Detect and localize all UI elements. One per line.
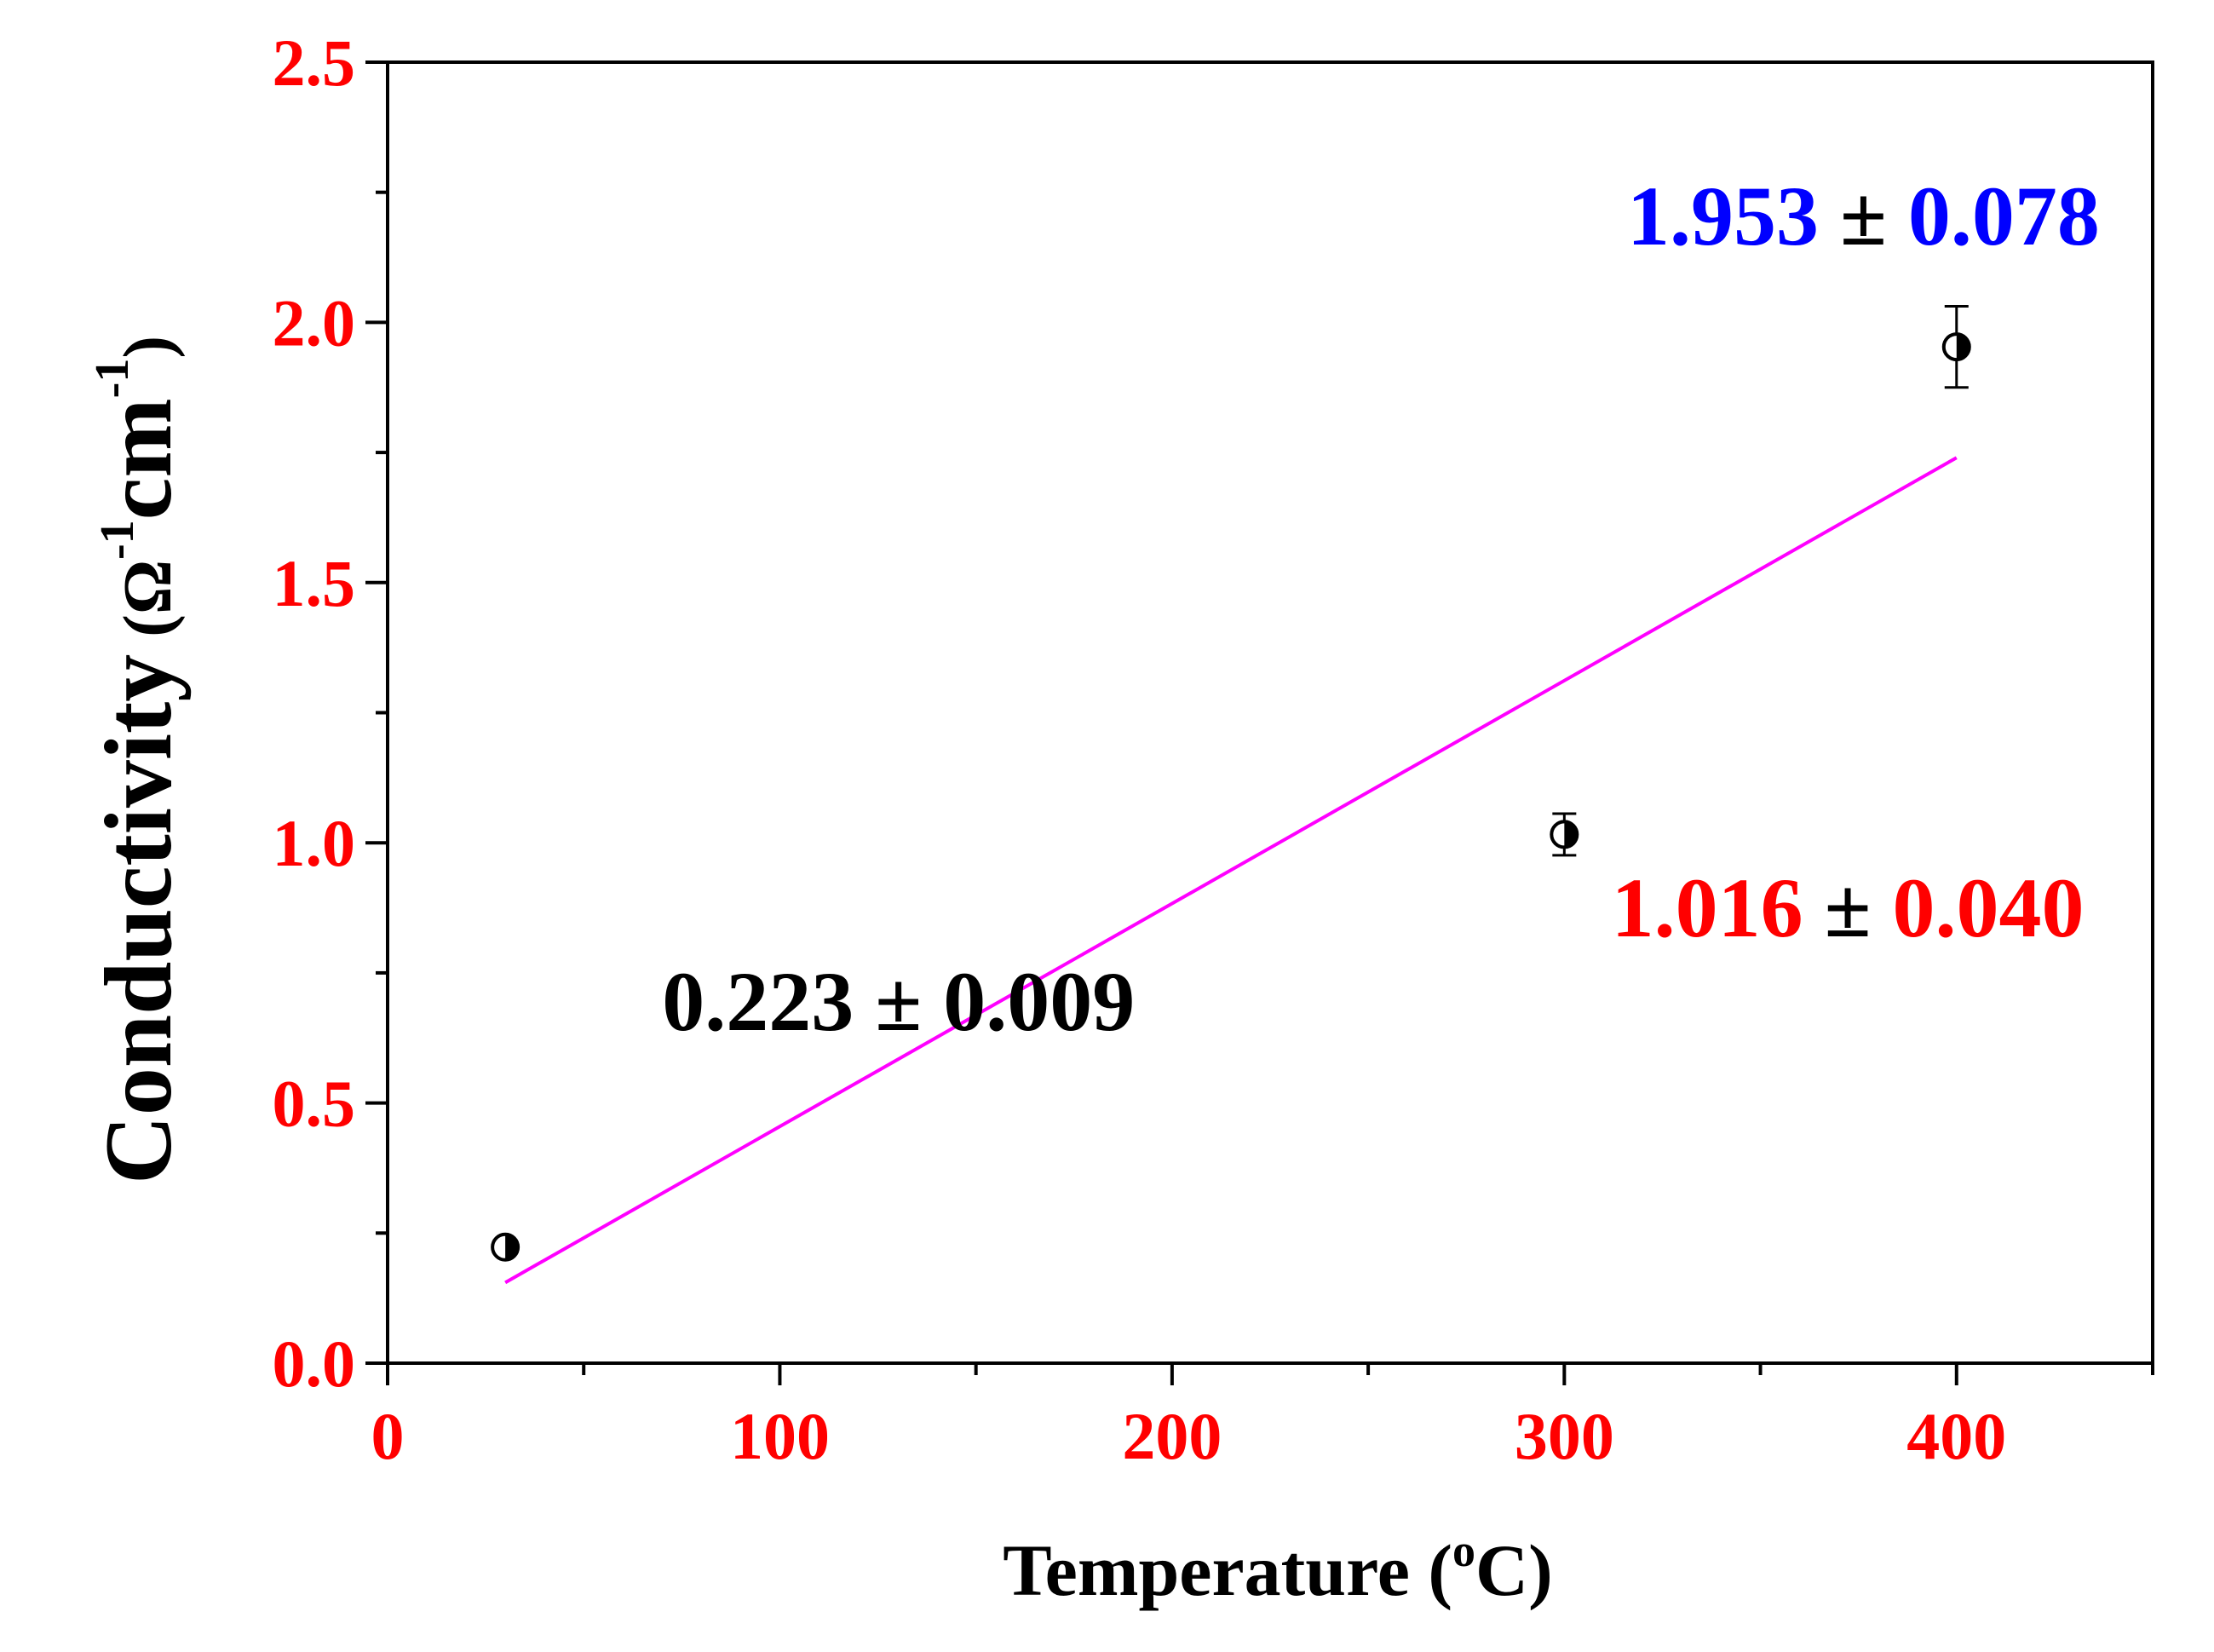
y-axis-title: Conductivity (Ω-1cm-1) [86,336,192,1184]
x-tick-label: 200 [1122,1399,1222,1473]
data-points [491,304,1971,1262]
value-annotation: 0.223 ± 0.009 [662,954,1135,1049]
marker-half-fill [505,1234,519,1260]
x-tick-label: 300 [1515,1399,1614,1473]
annotation-value: 1.016 [1612,861,1803,955]
y-tick-label: 1.5 [273,546,356,620]
annotation-value: 0.223 [662,954,854,1049]
annotations: 0.223 ± 0.009 1.016 ± 0.040 1.953 ± 0.078 [662,169,2100,1049]
data-point [491,1232,520,1262]
x-tick-label: 400 [1906,1399,2006,1473]
data-point [1550,812,1579,857]
x-tick-label: 0 [371,1399,405,1473]
y-tick-label: 2.5 [273,26,356,100]
value-annotation: 1.016 ± 0.040 [1612,861,2085,955]
x-axis-title: Temperature (oC) [1003,1525,1553,1611]
annotation-error: 0.040 [1892,861,2084,955]
y-axis-unit-exp1: -1 [91,520,144,560]
y-axis-unit-omega: Ω [111,560,186,614]
y-tick-label: 1.0 [273,806,356,880]
annotation-plus-minus: ± [854,954,943,1049]
annotation-plus-minus: ± [1803,861,1893,955]
marker-half-fill [1956,334,1970,360]
x-axis-unit-sup: o [1452,1525,1475,1576]
data-point [1941,304,1971,389]
annotation-error: 0.009 [943,954,1135,1049]
fit-line [504,456,1958,1285]
y-axis-unit-cm: cm [86,398,192,520]
y-tick-label: 2.0 [273,285,356,360]
annotation-value: 1.953 [1627,169,1819,263]
x-tick-label: 100 [730,1399,830,1473]
ticks: 0 100 200 300 400 0.0 0.5 1.0 1.5 2.0 2.5 [273,26,2154,1473]
x-axis-title-text: Temperature [1003,1529,1410,1611]
value-annotation: 1.953 ± 0.078 [1627,169,2100,263]
y-axis-title-text: Conductivity [86,654,192,1184]
annotation-plus-minus: ± [1819,169,1908,263]
annotation-error: 0.078 [1908,169,2100,263]
y-axis-unit-exp2: -1 [86,359,139,399]
fit-line-group [504,456,1958,1285]
x-axis-unit: C [1475,1529,1528,1611]
marker-half-fill [1564,821,1578,848]
y-tick-label: 0.5 [273,1067,356,1141]
y-tick-label: 0.0 [273,1327,356,1401]
